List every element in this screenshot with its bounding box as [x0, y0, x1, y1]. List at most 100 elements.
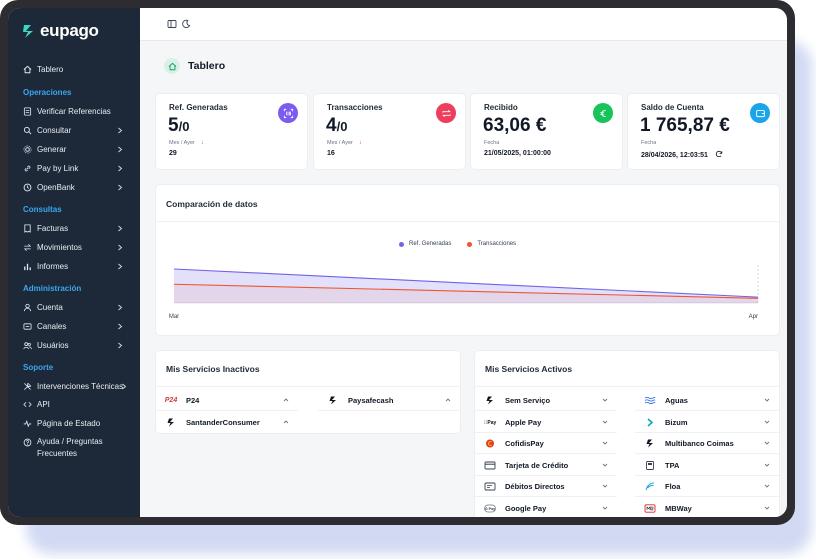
service-item-cofidispay[interactable]: CofidisPay — [475, 433, 617, 454]
kpi-sub-value: 16 — [327, 150, 335, 157]
user-icon — [23, 303, 32, 312]
sidebar-item-api[interactable]: API — [8, 397, 140, 413]
kpi-card-ref-generadas: Ref. Generadas 5/0 Mes / Ayer ↓ 29 — [156, 94, 307, 169]
chevron-right-icon — [118, 225, 123, 232]
service-item-apple-pay[interactable]: Pay Apple Pay — [475, 412, 617, 433]
credit-card-icon — [484, 461, 496, 470]
search-icon — [23, 126, 32, 135]
chevron-right-icon — [118, 184, 123, 191]
service-item-mbway[interactable]: MBWay — [635, 498, 779, 517]
kpi-sub-value: 28/04/2026, 12:03:51 — [641, 150, 723, 159]
direct-debit-icon — [484, 482, 496, 491]
sidebar-item-cuenta[interactable]: Cuenta — [8, 300, 140, 316]
home-badge — [164, 58, 180, 74]
kpi-badge — [278, 103, 298, 123]
sidebar-item-ayuda[interactable]: Ayuda / Preguntas Frecuentes — [8, 435, 140, 463]
chevron-down-icon — [602, 506, 608, 510]
sidebar-item-intervenciones-tecnicas[interactable]: Intervenciones Técnicas — [8, 379, 140, 395]
chevron-right-icon — [118, 165, 123, 172]
channels-icon — [23, 323, 32, 330]
service-item-p24[interactable]: P24 P24 — [156, 390, 298, 411]
kpi-value: 4/0 — [326, 115, 348, 136]
sidebar-item-pagina-de-estado[interactable]: Página de Estado — [8, 416, 140, 432]
section-title-soporte: Soporte — [23, 363, 54, 372]
invoice-icon — [24, 224, 31, 233]
chart-title: Comparación de datos — [166, 199, 258, 209]
brand-name: eupago — [40, 21, 99, 40]
chevron-down-icon — [764, 463, 770, 467]
refresh-icon[interactable] — [715, 150, 723, 158]
sidebar-item-informes[interactable]: Informes — [8, 259, 140, 275]
sidebar: eupago Tablero Operaciones Verificar Ref… — [8, 8, 140, 517]
chevron-down-icon — [764, 484, 770, 488]
main-content: Tablero Ref. Generadas 5/0 Mes / Ayer ↓ 2… — [140, 41, 787, 517]
kpi-badge — [436, 103, 456, 123]
sidebar-item-usuarios[interactable]: Usuários — [8, 338, 140, 354]
divider — [156, 221, 779, 222]
inactive-services-card: Mis Servicios Inactivos P24 P24 Paysafec… — [156, 351, 460, 433]
dark-mode-moon-icon[interactable] — [181, 19, 191, 29]
series-area-1 — [174, 284, 758, 303]
brand-logo[interactable]: eupago — [22, 21, 99, 41]
chevron-right-icon — [118, 304, 123, 311]
wallet-icon — [755, 109, 765, 117]
link-icon — [24, 165, 31, 172]
service-item-debitos-directos[interactable]: Débitos Directos — [475, 476, 617, 497]
chevron-right-icon — [122, 383, 127, 390]
sidebar-item-tablero[interactable]: Tablero — [8, 62, 140, 78]
kpi-card-recibido: Recibido 63,06 € Fecha 21/05/2025, 01:00… — [471, 94, 622, 169]
eupago-mark-icon — [329, 396, 336, 405]
sidebar-item-verificar-referencias[interactable]: Verificar Referencias — [8, 104, 140, 120]
eupago-mark-icon — [167, 418, 174, 427]
series-line-0[interactable] — [173, 268, 759, 298]
service-item-sem-servico[interactable]: Sem Serviço — [475, 390, 617, 411]
kpi-sub-label: Mes / Ayer ↓ — [169, 140, 204, 146]
legend-item-ref-generadas[interactable]: Ref. Generadas — [399, 241, 451, 247]
sidebar-item-facturas[interactable]: Facturas — [8, 221, 140, 237]
legend-dot — [399, 241, 404, 247]
area-chart: Mar Apr — [169, 265, 759, 320]
legend-item-transacciones[interactable]: Transacciones — [467, 241, 516, 247]
service-item-tarjeta-de-credito[interactable]: Tarjeta de Crédito — [475, 455, 617, 476]
exchange-icon — [441, 109, 451, 117]
pulse-icon — [23, 420, 32, 428]
sidebar-item-consultar[interactable]: Consultar — [8, 123, 140, 139]
gear-icon — [23, 145, 32, 154]
sidebar-item-pay-by-link[interactable]: Pay by Link — [8, 161, 140, 177]
sidebar-item-openbank[interactable]: OpenBank — [8, 180, 140, 196]
kpi-badge — [593, 103, 613, 123]
chevron-down-icon — [602, 463, 608, 467]
bar-chart-icon — [24, 263, 31, 271]
divider — [475, 386, 779, 387]
device-frame: eupago Tablero Operaciones Verificar Ref… — [0, 0, 795, 525]
service-item-aguas[interactable]: Aguas — [635, 390, 779, 411]
service-item-tpa[interactable]: TPA — [635, 455, 779, 476]
active-services-title: Mis Servicios Activos — [485, 364, 573, 374]
service-item-multibanco-coimas[interactable]: Multibanco Coimas — [635, 433, 779, 454]
service-item-santanderconsumer[interactable]: SantanderConsumer — [156, 412, 298, 433]
svg-text:G Pay: G Pay — [485, 507, 495, 511]
barcode-icon — [283, 108, 293, 118]
service-item-google-pay[interactable]: G Pay Google Pay — [475, 498, 617, 517]
sidebar-item-movimientos[interactable]: Movimientos — [8, 240, 140, 256]
terminal-icon — [646, 461, 654, 470]
sidebar-item-generar[interactable]: Generar — [8, 142, 140, 158]
floa-icon — [645, 482, 655, 491]
sidebar-toggle-icon[interactable] — [167, 19, 177, 29]
code-icon — [23, 401, 32, 408]
service-item-bizum[interactable]: Bizum — [635, 412, 779, 433]
series-line-1[interactable] — [173, 283, 759, 299]
kpi-sub-label: Fecha — [641, 140, 657, 146]
sidebar-item-canales[interactable]: Canales — [8, 319, 140, 335]
trend-down-icon: ↓ — [358, 140, 362, 146]
chevron-right-icon — [118, 323, 123, 330]
chevron-up-icon — [445, 398, 451, 402]
checklist-icon — [23, 107, 32, 116]
service-item-floa[interactable]: Floa — [635, 476, 779, 497]
mbway-icon — [644, 504, 656, 513]
x-tick-label: Mar — [169, 314, 179, 320]
service-item-paysafecash[interactable]: Paysafecash — [318, 390, 460, 411]
page-header: Tablero — [164, 58, 225, 74]
users-icon — [23, 342, 32, 350]
chevron-right-icon — [118, 146, 123, 153]
